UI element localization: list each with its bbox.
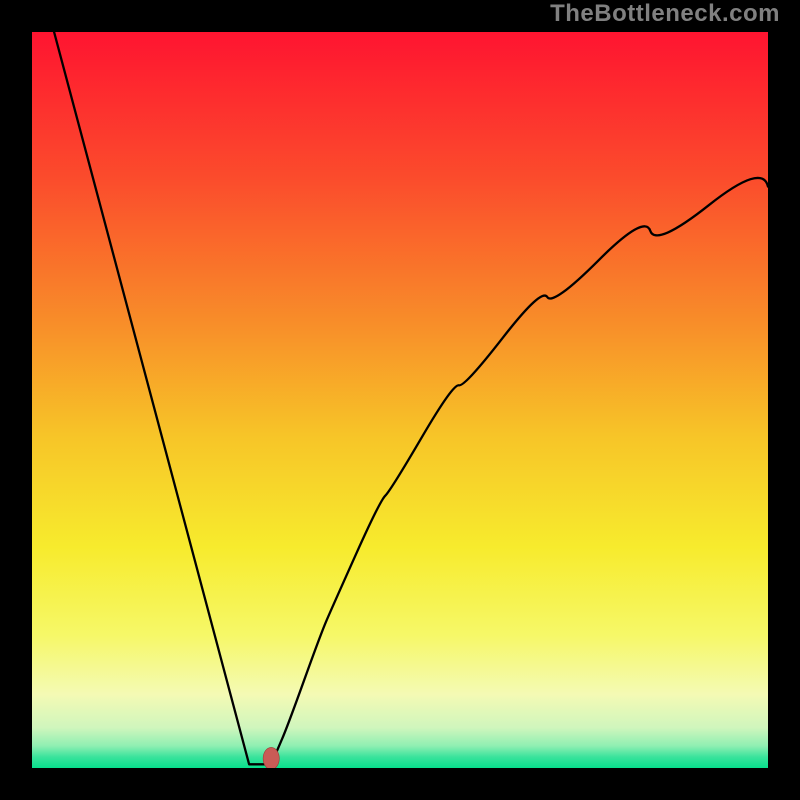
chart-frame: TheBottleneck.com [0,0,800,800]
gradient-background [32,32,768,768]
watermark-text: TheBottleneck.com [550,0,780,28]
bottleneck-curve-chart [32,32,768,768]
plot-area [32,32,768,768]
optimal-point-marker [263,747,279,768]
